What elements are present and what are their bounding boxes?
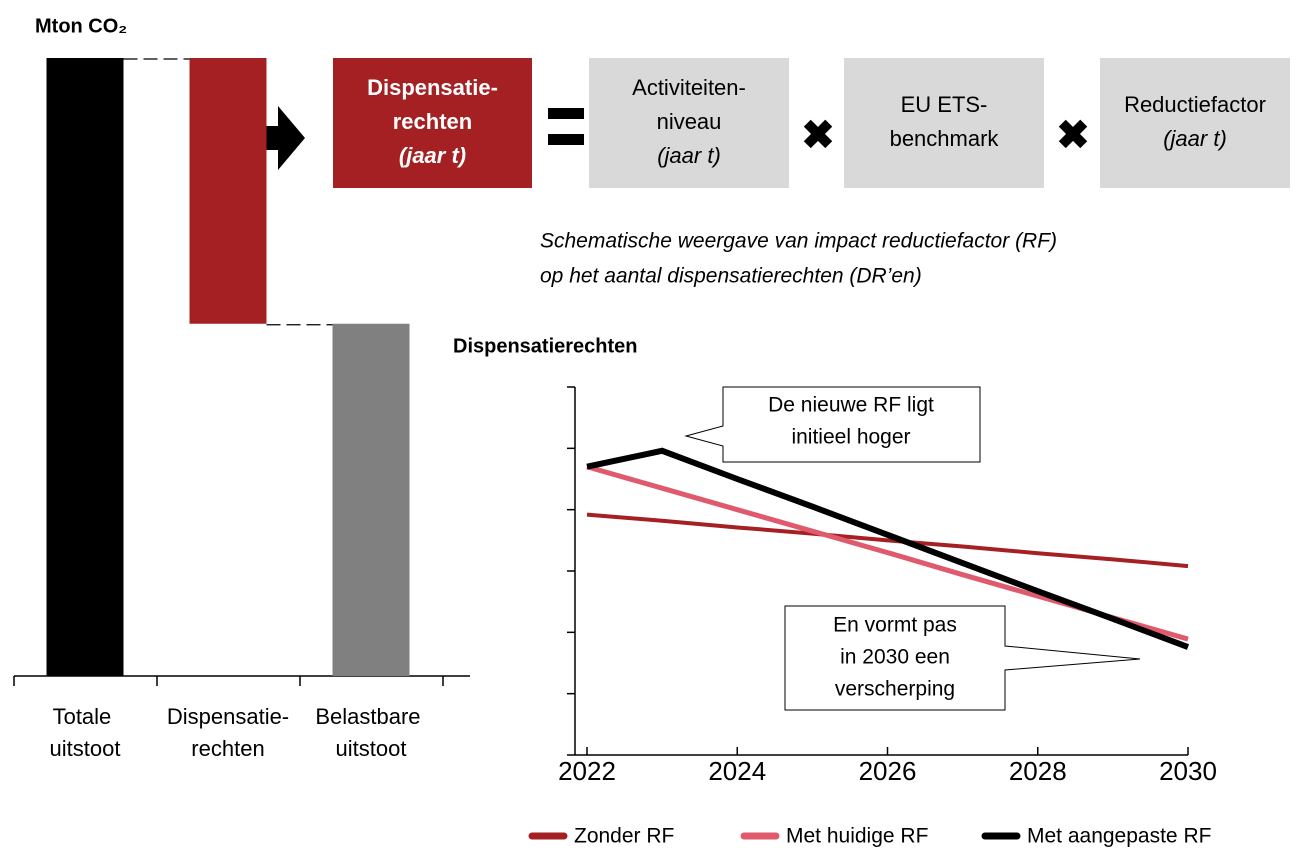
box-text: Activiteiten- <box>632 75 746 100</box>
bar <box>189 58 267 324</box>
x-tick-label: 2022 <box>558 756 616 786</box>
series-line <box>586 512 1189 569</box>
line-title: Dispensatierechten <box>453 335 638 357</box>
x-tick-label: 2026 <box>859 756 917 786</box>
equals-sign <box>548 134 584 145</box>
box-text: Dispensatie- <box>367 75 498 100</box>
caption: op het aantal dispensatierechten (DR’en) <box>540 265 922 288</box>
legend-label: Met aangepaste RF <box>1027 825 1211 848</box>
box-text: benchmark <box>890 126 1000 151</box>
box-text: rechten <box>393 109 472 134</box>
x-tick-label: 2030 <box>1159 756 1217 786</box>
box-note: (jaar t) <box>399 143 466 168</box>
box-note: (jaar t) <box>657 143 721 168</box>
formula-box <box>844 58 1044 188</box>
callout <box>684 386 981 463</box>
x-tick-label: 2028 <box>1009 756 1067 786</box>
formula-box <box>1100 58 1290 188</box>
annotation: De nieuwe RF ligt <box>768 394 934 417</box>
annotation: verscherping <box>835 678 955 701</box>
legend-label: Zonder RF <box>574 825 674 848</box>
formula-box <box>333 58 532 188</box>
equals-sign <box>548 108 584 119</box>
annotation: initieel hoger <box>791 426 910 449</box>
annotation: En vormt pas <box>833 614 957 637</box>
x-tick-label: Dispensatie-rechten <box>167 704 289 761</box>
box-text: Reductiefactor <box>1124 92 1266 117</box>
box-text: niveau <box>657 109 722 134</box>
box-note: (jaar t) <box>1163 126 1227 151</box>
callout <box>784 605 1141 711</box>
formula-box <box>589 58 789 188</box>
times-sign: ✖ <box>801 114 835 158</box>
times-sign: ✖ <box>1056 114 1090 158</box>
series-line <box>586 447 1190 650</box>
annotation: in 2030 een <box>840 646 950 669</box>
x-tick-label: 2024 <box>708 756 766 786</box>
x-tick-label: Belastbare uitstoot <box>315 704 426 761</box>
caption: Schematische weergave van impact reducti… <box>540 230 1057 253</box>
waterfall-title: Mton CO₂ <box>35 15 127 37</box>
legend-label: Met huidige RF <box>786 825 928 848</box>
bar <box>46 58 124 676</box>
box-text: EU ETS- <box>901 92 988 117</box>
x-tick-label: Totale uitstoot <box>50 704 121 761</box>
bar <box>332 323 410 676</box>
